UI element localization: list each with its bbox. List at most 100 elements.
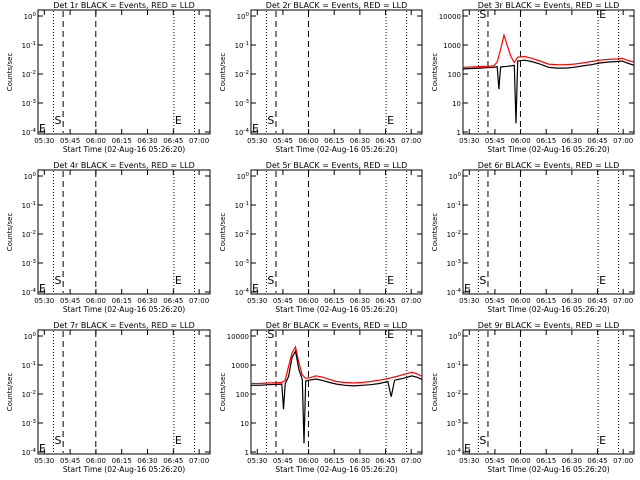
x-tick-label: 05:30 bbox=[247, 137, 267, 145]
start-marker: S bbox=[54, 274, 61, 287]
plot-frame bbox=[37, 329, 211, 455]
y-axis-label: Counts/sec bbox=[219, 213, 227, 252]
x-axis-label: Start Time (02-Aug-16 05:26:20) bbox=[63, 305, 185, 314]
y-tick-label: 10-4 bbox=[447, 288, 462, 297]
x-tick-label: 06:00 bbox=[86, 137, 106, 145]
x-tick-label: 06:45 bbox=[587, 137, 607, 145]
start-marker: S bbox=[479, 434, 486, 447]
panel-title: Det 3r BLACK = Events, RED = LLD bbox=[478, 1, 620, 10]
x-tick-label: 06:45 bbox=[163, 457, 183, 465]
x-tick-label: 06:30 bbox=[350, 297, 370, 305]
y-tick-label: 10-4 bbox=[235, 288, 250, 297]
x-tick-label: 06:45 bbox=[163, 137, 183, 145]
panel-det-4r: Det 4r BLACK = Events, RED = LLD Counts/s… bbox=[6, 161, 211, 314]
y-tick-label: 10-3 bbox=[22, 419, 37, 428]
x-tick-label: 05:30 bbox=[34, 297, 54, 305]
x-tick-label: 06:15 bbox=[324, 297, 344, 305]
x-tick-label: 05:45 bbox=[273, 297, 293, 305]
plot-frame bbox=[462, 329, 635, 455]
edge-end-marker: E bbox=[39, 282, 46, 295]
y-tick-label: 10 bbox=[452, 100, 461, 108]
y-tick-label: 10-4 bbox=[22, 288, 37, 297]
panel-det-2r: Det 2r BLACK = Events, RED = LLD Counts/s… bbox=[219, 1, 423, 154]
y-tick-label: 100 bbox=[449, 332, 462, 341]
x-tick-label: 05:45 bbox=[60, 297, 80, 305]
x-tick-label: 06:15 bbox=[112, 297, 132, 305]
y-tick-label: 10 bbox=[240, 420, 249, 428]
end-marker: E bbox=[387, 114, 394, 127]
start-marker: S bbox=[479, 8, 486, 21]
y-axis-label: Counts/sec bbox=[219, 53, 227, 92]
end-marker: E bbox=[599, 434, 606, 447]
y-tick-label: 10-3 bbox=[235, 259, 250, 268]
x-tick-label: 06:00 bbox=[298, 457, 318, 465]
x-tick-label: 05:30 bbox=[459, 457, 479, 465]
panel-det-9r: Det 9r BLACK = Events, RED = LLD Counts/s… bbox=[431, 321, 635, 474]
plot-frame bbox=[37, 9, 211, 135]
y-axis-label: Counts/sec bbox=[431, 373, 439, 412]
y-tick-label: 10-2 bbox=[22, 230, 36, 239]
x-tick-label: 06:00 bbox=[510, 137, 530, 145]
x-tick-label: 05:45 bbox=[485, 457, 505, 465]
edge-end-marker: E bbox=[464, 442, 471, 455]
end-marker: E bbox=[599, 8, 606, 21]
x-tick-label: 05:45 bbox=[485, 137, 505, 145]
x-axis-label: Start Time (02-Aug-16 05:26:20) bbox=[487, 145, 609, 154]
end-marker: E bbox=[175, 434, 182, 447]
x-tick-label: 06:45 bbox=[375, 457, 395, 465]
y-tick-label: 10-4 bbox=[235, 128, 250, 137]
panel-det-1r: Det 1r BLACK = Events, RED = LLD Counts/s… bbox=[6, 1, 211, 154]
x-tick-label: 07:00 bbox=[613, 297, 633, 305]
plot-frame bbox=[37, 169, 211, 295]
x-tick-label: 05:30 bbox=[459, 297, 479, 305]
y-tick-label: 10-3 bbox=[447, 419, 462, 428]
x-tick-label: 05:30 bbox=[247, 297, 267, 305]
x-tick-label: 06:30 bbox=[350, 137, 370, 145]
x-tick-label: 07:00 bbox=[189, 297, 209, 305]
x-tick-label: 05:30 bbox=[459, 137, 479, 145]
y-tick-label: 10-2 bbox=[447, 230, 461, 239]
start-marker: S bbox=[54, 434, 61, 447]
x-tick-label: 07:00 bbox=[613, 457, 633, 465]
edge-end-marker: E bbox=[39, 122, 46, 135]
edge-end-marker: E bbox=[252, 122, 259, 135]
x-tick-label: 06:30 bbox=[562, 457, 582, 465]
y-tick-label: 10-4 bbox=[447, 448, 462, 457]
y-tick-label: 10000 bbox=[439, 13, 461, 21]
y-tick-label: 10-1 bbox=[447, 201, 461, 210]
end-marker: E bbox=[387, 328, 394, 341]
panel-title: Det 5r BLACK = Events, RED = LLD bbox=[266, 161, 408, 170]
plot-frame bbox=[250, 9, 423, 135]
y-tick-label: 10-4 bbox=[22, 448, 37, 457]
panel-title: Det 6r BLACK = Events, RED = LLD bbox=[478, 161, 620, 170]
x-axis-label: Start Time (02-Aug-16 05:26:20) bbox=[487, 305, 609, 314]
x-tick-label: 06:00 bbox=[510, 297, 530, 305]
x-tick-label: 06:15 bbox=[536, 457, 556, 465]
x-tick-label: 06:30 bbox=[137, 297, 157, 305]
y-axis-label: Counts/sec bbox=[6, 213, 14, 252]
x-tick-label: 05:45 bbox=[273, 137, 293, 145]
panel-det-7r: Det 7r BLACK = Events, RED = LLD Counts/s… bbox=[6, 321, 211, 474]
x-tick-label: 06:15 bbox=[536, 137, 556, 145]
x-tick-label: 06:00 bbox=[298, 137, 318, 145]
y-tick-label: 10-1 bbox=[235, 201, 249, 210]
panel-det-3r: Det 3r BLACK = Events, RED = LLD Counts/s… bbox=[431, 1, 635, 154]
series-lld-line bbox=[251, 345, 423, 385]
x-tick-label: 06:45 bbox=[587, 457, 607, 465]
x-tick-label: 06:00 bbox=[510, 457, 530, 465]
x-axis-label: Start Time (02-Aug-16 05:26:20) bbox=[487, 465, 609, 474]
y-tick-label: 100 bbox=[236, 391, 249, 399]
x-tick-label: 06:30 bbox=[137, 137, 157, 145]
y-tick-label: 10-1 bbox=[22, 41, 36, 50]
y-tick-label: 1 bbox=[457, 129, 461, 137]
x-tick-label: 06:30 bbox=[562, 297, 582, 305]
x-tick-label: 07:00 bbox=[189, 457, 209, 465]
y-tick-label: 1 bbox=[245, 449, 249, 457]
series-lld-line bbox=[462, 32, 635, 68]
end-marker: E bbox=[175, 274, 182, 287]
x-axis-label: Start Time (02-Aug-16 05:26:20) bbox=[275, 305, 397, 314]
y-tick-label: 100 bbox=[24, 332, 37, 341]
x-tick-label: 06:45 bbox=[163, 297, 183, 305]
x-tick-label: 07:00 bbox=[401, 297, 421, 305]
